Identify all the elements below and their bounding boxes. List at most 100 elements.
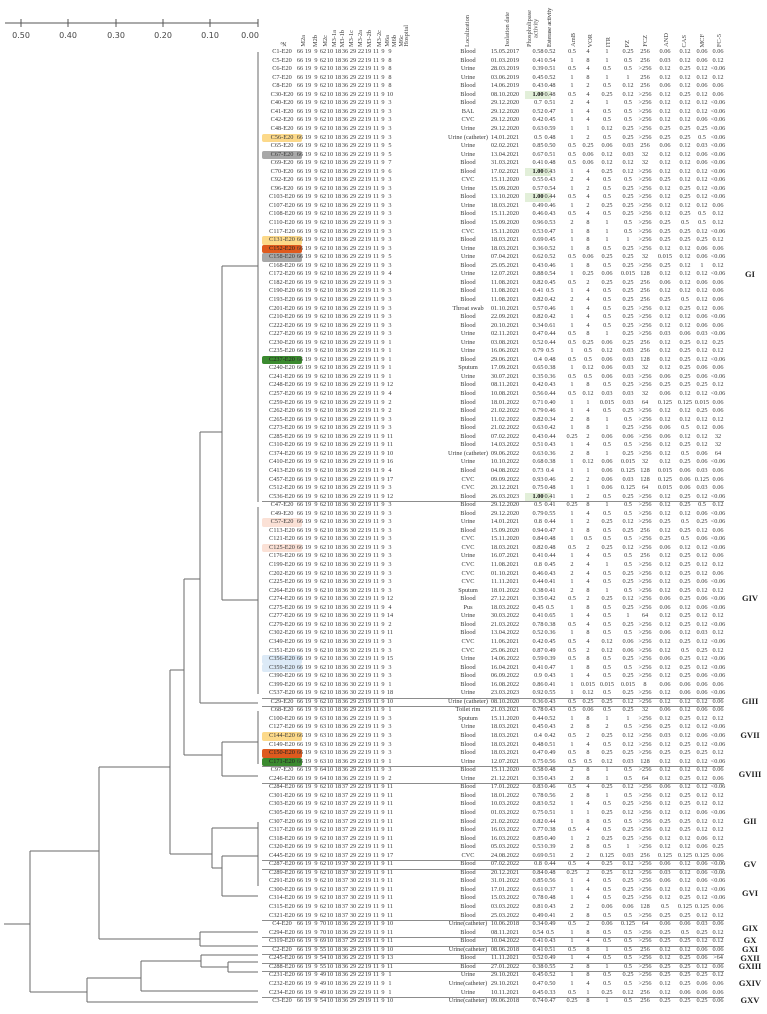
mic-itr: 0.06 xyxy=(601,920,613,928)
marker-m3-2c: 22 xyxy=(357,330,365,338)
marker-m3-2a: 36 xyxy=(341,962,349,970)
mic-fcz: >256 xyxy=(638,449,652,457)
hospital: 3 xyxy=(388,766,392,774)
marker-m6a: 19 xyxy=(364,518,372,526)
marker-m2a: 66 xyxy=(296,278,304,286)
mic-pz: 0.5 xyxy=(624,774,632,782)
marker-m2a: 66 xyxy=(296,749,304,757)
marker-m6c: 9 xyxy=(381,415,385,423)
marker-m3-2a: 36 xyxy=(341,210,349,218)
marker-m3-1a: 62 xyxy=(319,150,327,158)
localization: Blood xyxy=(460,56,476,64)
mic-itr: 0.5 xyxy=(603,287,611,295)
table-row: C171-E20 66 19 9 63 10 18 36 29 22 19 11 9 1 Urine 12.0… xyxy=(0,757,767,767)
marker-m3-2c: 22 xyxy=(357,740,365,748)
marker-m3-2a: 36 xyxy=(341,261,349,269)
mic-cas: 0.12 xyxy=(679,885,691,893)
mic-and: 0.06 xyxy=(659,372,671,380)
mic-fcz: >256 xyxy=(638,834,652,842)
mic-amb: 1 xyxy=(570,364,574,372)
hospital: 3 xyxy=(388,732,392,739)
mic-fc5: 0.06 xyxy=(712,407,724,415)
mic-mcf: 0.06 xyxy=(696,321,708,329)
marker-m3-2a: 36 xyxy=(341,749,349,757)
marker-m3-2a: 36 xyxy=(341,142,349,150)
hospital: 8 xyxy=(388,56,392,64)
marker-m6a: 19 xyxy=(364,278,372,286)
mic-amb: 2 xyxy=(570,791,574,799)
mic-fc5: 0.25 xyxy=(712,843,724,851)
mic-itr: 0.25 xyxy=(601,253,613,261)
mic-amb: 0.5 xyxy=(568,48,576,55)
mic-cas: 0.12 xyxy=(679,407,691,415)
mic-vor: 4 xyxy=(586,295,590,303)
phospholipase-activity: 0.36 xyxy=(532,697,544,705)
marker-m3-2a: 36 xyxy=(341,124,349,132)
isolation-date: 21.02.2022 xyxy=(490,424,520,432)
marker-m3-1c: 18 xyxy=(334,65,342,73)
phospholipase-activity: 0.38 xyxy=(532,586,544,594)
marker-m2a: 66 xyxy=(296,791,304,799)
mic-fcz: 128 xyxy=(640,903,650,910)
marker-m6b: 11 xyxy=(372,424,380,432)
marker-m3-1b: 10 xyxy=(326,578,334,586)
marker-m6b: 11 xyxy=(372,124,380,132)
marker-m6c: 9 xyxy=(381,903,385,910)
marker-m3-1b: 10 xyxy=(326,99,334,107)
mic-amb: 0.5 xyxy=(568,860,576,868)
marker-m3-2a: 36 xyxy=(341,253,349,261)
mic-and: 0.03 xyxy=(659,732,671,739)
phospholipase-activity: 0.87 xyxy=(532,646,544,654)
phospholipase-activity: 0.69 xyxy=(532,851,544,859)
hospital: 3 xyxy=(388,561,392,568)
mic-fc5: <0.06 xyxy=(710,672,726,680)
isolate-id: C193-E20 xyxy=(269,295,295,303)
mic-fc5: 0.06 xyxy=(712,321,724,329)
marker-m3-2a: 36 xyxy=(341,680,349,688)
marker-m3-2c: 22 xyxy=(357,732,365,739)
marker-m6a: 19 xyxy=(364,834,372,842)
genotype-group-label: GII xyxy=(743,815,757,826)
hospital: 1 xyxy=(388,680,392,688)
isolation-date: 15.09.2020 xyxy=(490,219,520,226)
mic-itr: 1 xyxy=(605,424,609,432)
marker-m3-2c: 22 xyxy=(357,561,365,568)
mic-and: 0.25 xyxy=(659,937,671,945)
mic-fcz: >256 xyxy=(638,407,652,415)
marker-m2c: 9 xyxy=(314,441,318,449)
marker-m3-2a: 36 xyxy=(341,971,349,979)
marker-m3-1b: 10 xyxy=(326,937,334,945)
isolate-id: C273-E20 xyxy=(269,424,295,432)
mic-fc5: 0.06 xyxy=(712,997,724,1005)
mic-fcz: 64 xyxy=(641,484,649,492)
mic-mcf: 0.06 xyxy=(696,578,708,586)
isolation-date: 20.12.2021 xyxy=(490,484,520,492)
phospholipase-activity: 0.62 xyxy=(532,253,544,261)
marker-m6a: 19 xyxy=(364,749,372,757)
phospholipase-activity: 0.59 xyxy=(532,655,544,663)
mic-amb: 0.5 xyxy=(568,646,576,654)
mic-fcz: 256 xyxy=(640,988,650,996)
marker-m6b: 11 xyxy=(372,107,380,115)
table-row: C131-E20 66 19 9 62 10 18 36 29 22 19 11 9 3 Blood 18.0… xyxy=(0,236,767,245)
mic-fc5: <0.06 xyxy=(710,595,726,603)
marker-m2b: 19 xyxy=(304,295,312,303)
hospital: 3 xyxy=(388,313,392,321)
marker-m3-1b: 10 xyxy=(326,928,334,936)
mic-mcf: 0.06 xyxy=(696,278,708,286)
phospholipase-activity: 0.83 xyxy=(532,800,544,808)
esterase-activity: 0.42 xyxy=(544,424,556,432)
localization: Blood xyxy=(460,99,476,107)
marker-m3-1a: 62 xyxy=(319,637,327,645)
marker-m6b: 11 xyxy=(372,372,380,380)
phospholipase-activity: 0.51 xyxy=(532,441,544,449)
marker-m3-1a: 62 xyxy=(319,48,327,55)
marker-m6a: 19 xyxy=(364,988,372,996)
mic-cas: 0.25 xyxy=(679,338,691,346)
mic-amb: 0.5 xyxy=(568,355,576,363)
marker-m3-2b: 29 xyxy=(349,997,357,1005)
mic-amb: 0.5 xyxy=(568,697,576,705)
mic-vor: 8 xyxy=(586,227,590,235)
phospholipase-activity: 0.57 xyxy=(532,304,544,312)
hospital: 12 xyxy=(386,595,394,603)
